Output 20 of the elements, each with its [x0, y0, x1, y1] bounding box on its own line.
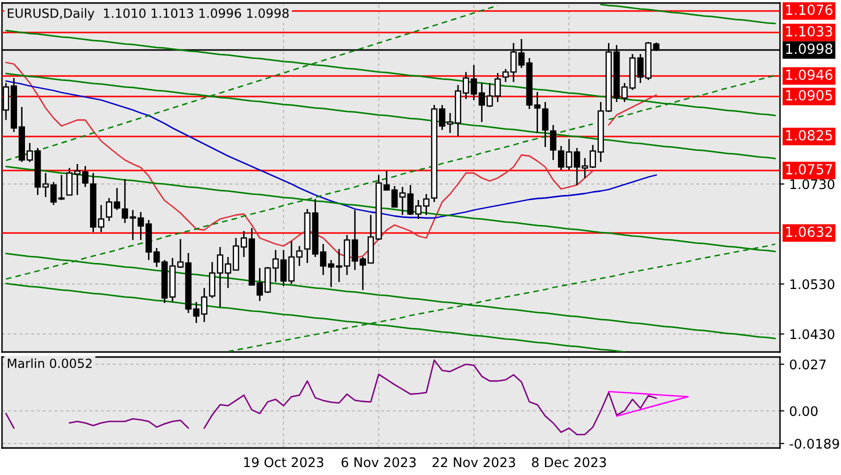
chart-title: EURUSD,Daily 1.1010 1.1013 1.0996 1.0998 — [8, 8, 289, 20]
chart-title: Marlin 0.0052 — [8, 358, 92, 368]
ref-line-label: 1.0825 — [786, 130, 832, 141]
ref-line-label: 1.1076 — [786, 4, 832, 16]
x-tick-label: 19 Oct 2023 — [244, 457, 324, 468]
ref-line-label: 1.0946 — [786, 70, 832, 80]
ref-line-label: 1.0905 — [786, 90, 832, 101]
x-tick-label: 22 Nov 2023 — [432, 457, 516, 468]
ref-line-label: 1.1033 — [786, 26, 832, 37]
x-tick-label: 8 Dec 2023 — [532, 457, 606, 468]
y-tick-label: 0.027 — [790, 359, 826, 370]
y-tick-label: 1.0530 — [790, 279, 834, 290]
x-tick-label: 6 Nov 2023 — [342, 457, 416, 468]
ref-line-label: 1.0998 — [786, 44, 832, 54]
y-tick-label: -0.0189 — [790, 438, 840, 449]
y-tick-label: 1.0730 — [790, 179, 834, 190]
y-tick-label: 1.0430 — [790, 329, 834, 340]
ref-line-label: 1.0632 — [786, 226, 832, 238]
y-tick-label: 0.00 — [790, 406, 818, 416]
ref-line-label: 1.0757 — [786, 164, 832, 175]
